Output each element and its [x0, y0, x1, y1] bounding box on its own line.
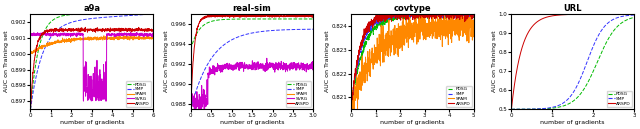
Title: URL: URL — [563, 4, 582, 13]
Legend: PDSG, SMP, SPAM, SVRG, ARSPD: PDSG, SMP, SPAM, SVRG, ARSPD — [125, 81, 151, 107]
Title: a9a: a9a — [83, 4, 100, 13]
Title: covtype: covtype — [394, 4, 431, 13]
Legend: PDSG, SMP, SPAM, ARSPD: PDSG, SMP, SPAM, ARSPD — [446, 86, 472, 107]
X-axis label: number of gradients: number of gradients — [60, 120, 124, 125]
Legend: PDSG, SMP, ARSPD: PDSG, SMP, ARSPD — [607, 91, 632, 107]
X-axis label: number of gradients: number of gradients — [380, 120, 445, 125]
Y-axis label: AUC on Training set: AUC on Training set — [164, 31, 170, 92]
Y-axis label: AUC on Training set: AUC on Training set — [4, 31, 9, 92]
Title: real-sim: real-sim — [233, 4, 271, 13]
Y-axis label: AUC on Training set: AUC on Training set — [492, 31, 497, 92]
Legend: PDSG, SMP, SPAM, SVRG, ARSPD: PDSG, SMP, SPAM, SVRG, ARSPD — [286, 81, 311, 107]
Y-axis label: AUC on Training set: AUC on Training set — [324, 31, 330, 92]
X-axis label: number of gradients: number of gradients — [541, 120, 605, 125]
X-axis label: number of gradients: number of gradients — [220, 120, 284, 125]
